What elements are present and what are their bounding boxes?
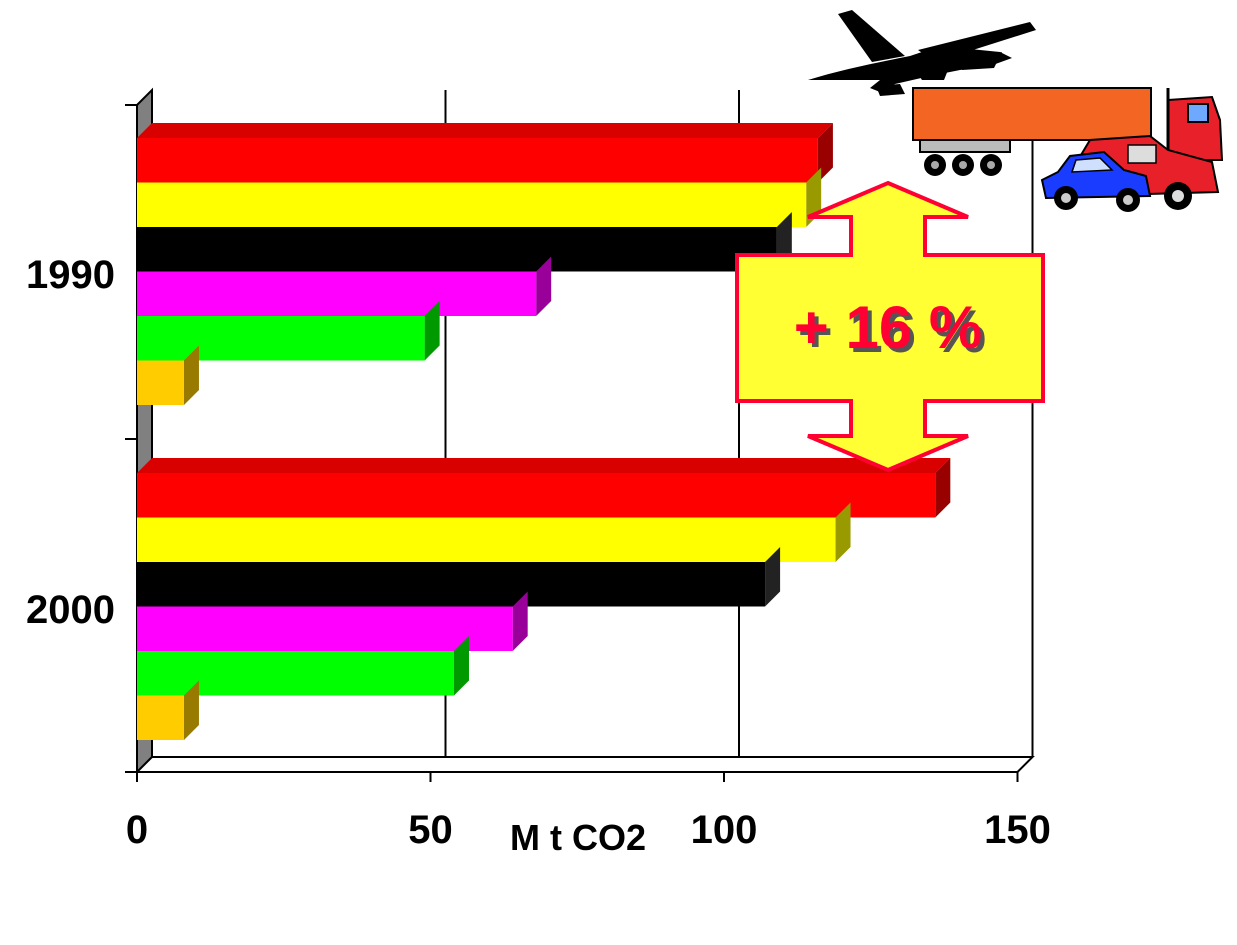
bar-front-face xyxy=(137,182,807,227)
bar-end-face xyxy=(835,502,851,562)
bar-end-face xyxy=(765,547,781,607)
bar xyxy=(137,680,199,740)
bar xyxy=(137,458,951,518)
bar-end-face xyxy=(935,458,951,518)
bar-end-face xyxy=(183,680,199,740)
bar-front-face xyxy=(137,316,425,361)
truck-icon xyxy=(912,87,1224,176)
bar xyxy=(137,502,851,562)
change-annotation: + 16 % + 16 % xyxy=(735,180,1045,473)
bar-end-face xyxy=(453,636,469,696)
bar xyxy=(137,591,528,651)
bar-front-face xyxy=(137,517,836,562)
bar-end-face xyxy=(183,345,199,405)
category-labels: 1990 2000 xyxy=(26,253,115,632)
bar xyxy=(137,345,199,405)
bars-group xyxy=(137,123,951,740)
bar xyxy=(137,636,469,696)
bar-front-face xyxy=(137,562,766,607)
floor xyxy=(134,756,1035,773)
change-label: + 16 % xyxy=(794,294,982,361)
bar xyxy=(137,123,833,183)
x-axis-title: M t CO2 xyxy=(510,817,646,858)
bar-end-face xyxy=(536,256,552,316)
x-tick-label: 150 xyxy=(984,808,1051,852)
x-tick-label: 0 xyxy=(126,808,148,852)
bar xyxy=(137,167,822,227)
bar-top-face xyxy=(137,123,833,138)
bar xyxy=(137,256,552,316)
bar xyxy=(137,301,440,361)
bar-front-face xyxy=(137,271,537,316)
category-label: 1990 xyxy=(26,253,115,297)
bar-front-face xyxy=(137,651,454,696)
x-tick-label: 100 xyxy=(691,808,758,852)
double-arrow-shape xyxy=(735,180,1045,473)
change-shadow: + 16 % xyxy=(798,298,986,365)
x-tick-label: 50 xyxy=(408,808,453,852)
bar-front-face xyxy=(137,138,818,183)
category-label: 2000 xyxy=(26,588,115,632)
airplane-icon xyxy=(808,10,1036,96)
bar-front-face xyxy=(137,360,184,405)
bar xyxy=(137,547,781,607)
bar-front-face xyxy=(137,473,936,518)
bar-top-face xyxy=(137,458,951,473)
bar-end-face xyxy=(817,123,833,183)
bar-end-face xyxy=(424,301,440,361)
bar-front-face xyxy=(137,606,513,651)
x-tick-labels: 0 50 100 150 xyxy=(126,808,1051,852)
bar-end-face xyxy=(512,591,528,651)
bar-front-face xyxy=(137,227,777,272)
car-icon xyxy=(1040,150,1152,212)
bar-front-face xyxy=(137,695,184,740)
